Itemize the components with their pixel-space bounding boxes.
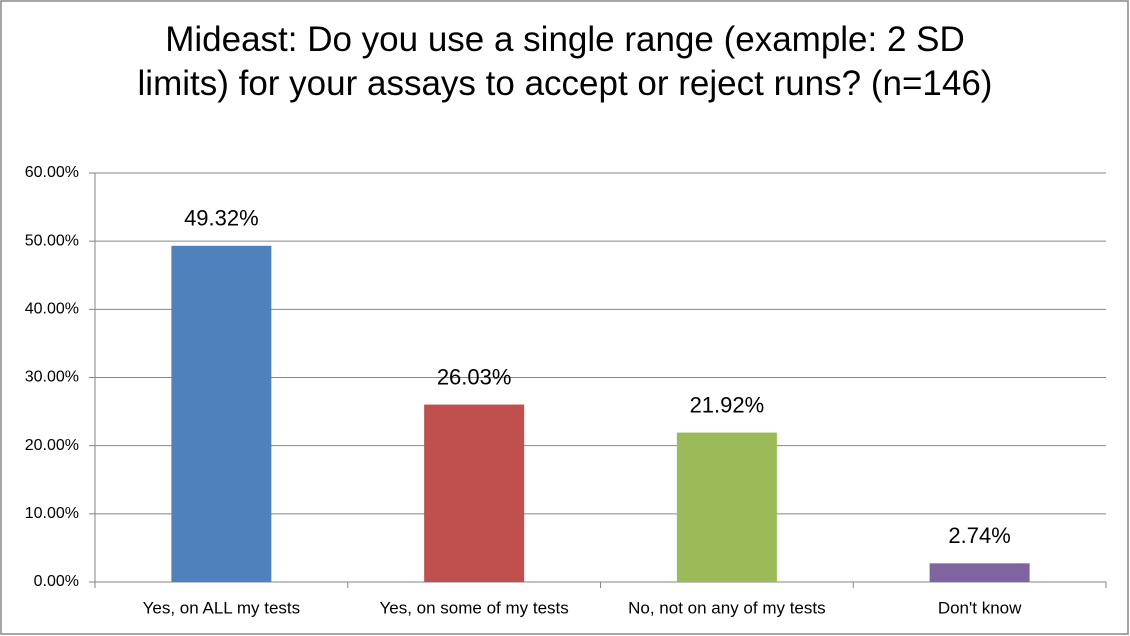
y-tick-label: 50.00% (25, 232, 79, 249)
x-tick-label: No, not on any of my tests (628, 598, 825, 617)
y-tick-label: 40.00% (25, 301, 79, 318)
value-label: 49.32% (184, 206, 259, 231)
y-tick-label: 60.00% (25, 164, 79, 181)
bar (929, 563, 1030, 582)
bar (676, 432, 777, 582)
chart-title: Mideast: Do you use a single range (exam… (137, 20, 993, 103)
y-tick-label: 0.00% (34, 573, 79, 590)
value-label: 21.92% (690, 392, 765, 417)
value-label: 2.74% (948, 523, 1010, 548)
value-label: 26.03% (437, 364, 512, 389)
y-tick-label: 10.00% (25, 505, 79, 522)
x-tick-label: Yes, on some of my tests (379, 598, 568, 617)
y-tick-label: 20.00% (25, 437, 79, 454)
bar (424, 404, 525, 582)
y-tick-label: 30.00% (25, 369, 79, 386)
x-tick-label: Yes, on ALL my tests (143, 598, 301, 617)
x-tick-label: Don't know (938, 598, 1022, 617)
bar (171, 245, 272, 582)
